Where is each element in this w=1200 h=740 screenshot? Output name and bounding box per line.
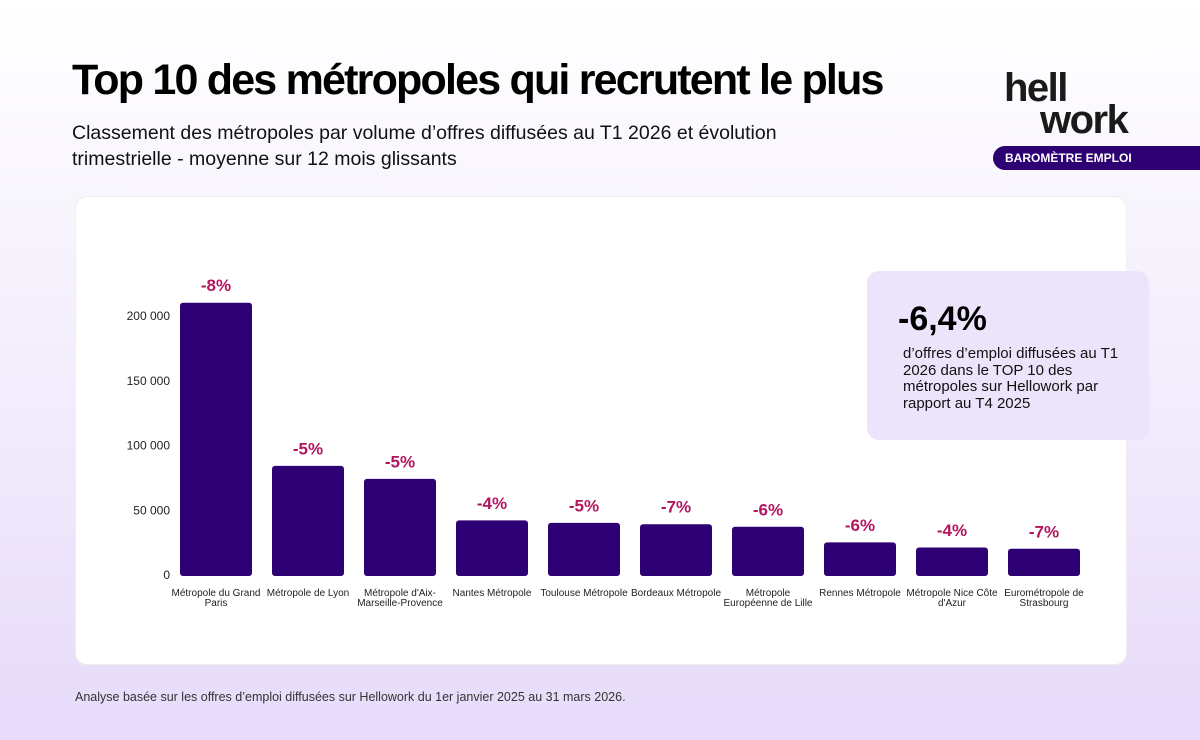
x-tick-label: Toulouse Métropole	[540, 588, 628, 599]
x-tick-label: Bordeaux Métropole	[630, 588, 722, 599]
change-label: -7%	[661, 498, 691, 517]
change-label: -8%	[201, 276, 231, 295]
bar	[916, 547, 988, 576]
callout-text: d’offres d’emploi diffusées au T1 2026 d…	[903, 345, 1119, 412]
x-tick-label: Métropole Nice Côte d'Azur	[906, 588, 998, 609]
y-tick-label: 200 000	[127, 309, 171, 323]
bar	[548, 522, 620, 576]
y-tick-label: 150 000	[127, 374, 171, 388]
x-tick-label: Nantes Métropole	[452, 588, 532, 599]
bar	[364, 478, 436, 576]
change-label: -4%	[937, 521, 967, 540]
subtitle: Classement des métropoles par volume d’o…	[72, 122, 777, 170]
y-tick-label: 0	[163, 568, 170, 582]
change-label: -4%	[477, 494, 507, 513]
change-label: -6%	[753, 500, 783, 519]
change-label: -5%	[385, 452, 415, 471]
callout-value: -6,4%	[898, 300, 987, 338]
x-tick-label: Métropole du Grand Paris	[171, 588, 261, 609]
bar	[732, 526, 804, 576]
change-label: -5%	[569, 496, 599, 515]
logo: work	[1040, 98, 1129, 142]
callout-box	[867, 271, 1149, 440]
bar	[824, 542, 896, 576]
bar	[640, 524, 712, 576]
footnote: Analyse basée sur les offres d’emploi di…	[75, 690, 626, 704]
x-tick-label: Métropole de Lyon	[266, 588, 350, 599]
x-tick-label: Rennes Métropole	[819, 588, 901, 599]
bar	[180, 302, 252, 576]
badge: BAROMÈTRE EMPLOI	[993, 146, 1200, 170]
logo: hell	[1004, 66, 1068, 110]
title: Top 10 des métropoles qui recrutent le p…	[72, 56, 884, 104]
bar	[272, 465, 344, 576]
bar	[1008, 548, 1080, 576]
y-tick-label: 100 000	[127, 439, 171, 453]
bar	[456, 520, 528, 576]
change-label: -5%	[293, 439, 323, 458]
y-tick-label: 50 000	[133, 503, 170, 517]
change-label: -6%	[845, 516, 875, 535]
x-tick-label: Métropole Européenne de Lille	[723, 588, 813, 609]
x-tick-label: Métropole d'Aix-Marseille-Provence	[357, 588, 443, 609]
change-label: -7%	[1029, 522, 1059, 541]
x-tick-label: Eurométropole de Strasbourg	[1004, 588, 1084, 609]
